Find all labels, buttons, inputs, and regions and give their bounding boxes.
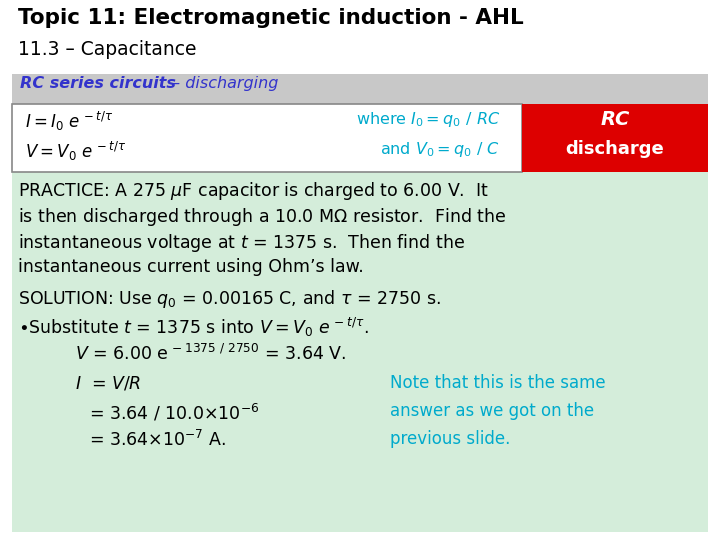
Text: = 3.64$\times$10$^{-7}$ A.: = 3.64$\times$10$^{-7}$ A.	[89, 430, 226, 450]
Text: is then discharged through a 10.0 M$\Omega$ resistor.  Find the: is then discharged through a 10.0 M$\Ome…	[18, 206, 506, 228]
Text: RC: RC	[600, 110, 629, 129]
Bar	[12, 74, 708, 104]
Text: and $V_0 = q_0\ /\ C$: and $V_0 = q_0\ /\ C$	[380, 140, 500, 159]
Text: Note that this is the same: Note that this is the same	[390, 374, 606, 392]
Bar	[522, 104, 708, 172]
Text: $V = V_0\ \mathit{e}^{\,-t/\tau}$: $V = V_0\ \mathit{e}^{\,-t/\tau}$	[25, 140, 126, 163]
Text: answer as we got on the: answer as we got on the	[390, 402, 594, 420]
Text: RC series circuits: RC series circuits	[20, 76, 176, 91]
Text: $\bullet$Substitute $t$ = 1375 s into $V = V_0\ \mathit{e}^{\,-t/\tau}$.: $\bullet$Substitute $t$ = 1375 s into $V…	[18, 316, 369, 339]
Bar	[12, 172, 708, 532]
Text: where $I_0 = q_0\ /\ RC$: where $I_0 = q_0\ /\ RC$	[356, 110, 500, 129]
Text: 11.3 – Capacitance: 11.3 – Capacitance	[18, 40, 197, 59]
Text: previous slide.: previous slide.	[390, 430, 510, 448]
Text: $I = I_0\ \mathit{e}^{\,-t/\tau}$: $I = I_0\ \mathit{e}^{\,-t/\tau}$	[25, 110, 113, 133]
Text: Topic 11: Electromagnetic induction - AHL: Topic 11: Electromagnetic induction - AH…	[18, 8, 523, 28]
Text: instantaneous voltage at $t$ = 1375 s.  Then find the: instantaneous voltage at $t$ = 1375 s. T…	[18, 232, 465, 254]
Text: PRACTICE: A 275 $\mu$F capacitor is charged to 6.00 V.  It: PRACTICE: A 275 $\mu$F capacitor is char…	[18, 180, 489, 202]
Text: – discharging: – discharging	[167, 76, 279, 91]
Text: SOLUTION: Use $q_0$ = 0.00165 C, and $\tau$ = 2750 s.: SOLUTION: Use $q_0$ = 0.00165 C, and $\t…	[18, 288, 441, 310]
Text: discharge: discharge	[566, 140, 665, 158]
Text: instantaneous current using Ohm’s law.: instantaneous current using Ohm’s law.	[18, 258, 364, 276]
Text: = 3.64 / 10.0$\times$10$^{-6}$: = 3.64 / 10.0$\times$10$^{-6}$	[89, 402, 259, 423]
Bar	[12, 104, 522, 172]
Text: $V$ = 6.00 e$^{\,-1375\ /\ 2750}$ = 3.64 V.: $V$ = 6.00 e$^{\,-1375\ /\ 2750}$ = 3.64…	[75, 344, 346, 364]
Text: $I$  = $V/R$: $I$ = $V/R$	[75, 374, 141, 392]
